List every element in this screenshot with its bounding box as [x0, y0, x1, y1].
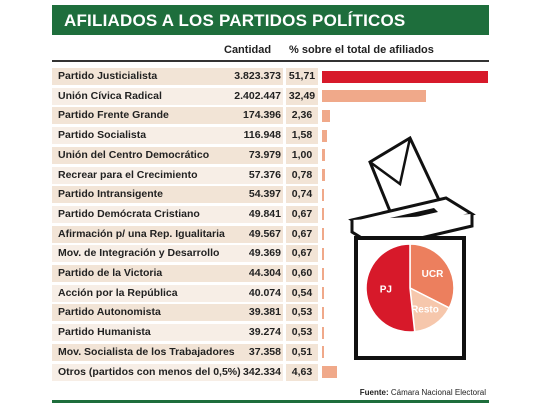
pie-label: Resto	[411, 305, 439, 316]
percent-value: 0,53	[286, 304, 318, 322]
percent-value: 1,58	[286, 127, 318, 145]
pie-slice	[365, 243, 416, 333]
party-name: Partido de la Victoria	[58, 267, 163, 279]
party-name: Partido Humanista	[58, 326, 151, 339]
quantity-value: 2.402.447	[234, 89, 281, 102]
pie-chart: UCR Resto PJ	[365, 243, 455, 333]
bar	[322, 346, 324, 359]
table-row	[52, 343, 283, 361]
table-row	[52, 265, 283, 282]
party-name: Partido Justicialista	[58, 70, 158, 82]
percent-header: % sobre el total de afiliados	[289, 44, 434, 56]
percent-value: 0,54	[286, 284, 318, 302]
party-name: Partido Frente Grande	[58, 109, 169, 122]
bar	[322, 366, 337, 378]
table-row	[52, 186, 283, 204]
party-name: Mov. Socialista de los Trabajadores	[58, 345, 235, 358]
bar	[322, 326, 324, 339]
party-name: Afirmación p/ una Rep. Igualitaria	[58, 227, 225, 240]
percent-value: 0,67	[286, 205, 318, 223]
quantity-value: 73.979	[248, 148, 281, 161]
quantity-value: 44.304	[248, 267, 281, 279]
table-row	[52, 304, 283, 322]
percent-value: 2,36	[286, 107, 318, 125]
table-row	[52, 166, 283, 184]
quantity-value: 40.074	[248, 286, 281, 299]
table-row	[52, 324, 283, 342]
bar	[322, 247, 325, 260]
pie-slice	[409, 243, 455, 309]
table-row	[52, 68, 283, 85]
quantity-value: 116.948	[243, 129, 281, 142]
percent-value: 4,63	[286, 363, 318, 381]
bar	[322, 267, 324, 280]
footer-line	[52, 400, 489, 403]
percent-value: 0,67	[286, 225, 318, 243]
bar	[322, 70, 488, 83]
percent-value: 0,74	[286, 186, 318, 204]
table-row	[52, 87, 283, 105]
percent-value: 1,00	[286, 146, 318, 164]
table-row	[52, 284, 283, 302]
bar	[322, 228, 325, 241]
party-name: Partido Autonomista	[58, 306, 161, 319]
percent-value: 0,60	[286, 265, 318, 282]
party-name: Mov. de Integración y Desarrollo	[58, 247, 220, 260]
table-row	[52, 127, 283, 145]
quantity-value: 37.358	[248, 345, 281, 358]
percent-value: 51,71	[286, 68, 318, 85]
title-bar: AFILIADOS A LOS PARTIDOS POLÍTICOS	[52, 5, 489, 35]
bar	[322, 129, 328, 142]
party-name: Acción por la República	[58, 286, 178, 299]
party-name: Unión del Centro Democrático	[58, 148, 210, 161]
quantity-value: 39.381	[248, 306, 281, 319]
party-name: Partido Intransigente	[58, 188, 164, 201]
pie-label: PJ	[380, 284, 392, 295]
source-label: Fuente:	[359, 388, 389, 397]
bar	[322, 149, 326, 162]
percent-value: 0,51	[286, 343, 318, 361]
table-row	[52, 205, 283, 223]
quantity-value: 49.567	[248, 227, 281, 240]
header-divider	[52, 60, 489, 62]
quantity-value: 57.376	[248, 168, 281, 181]
quantity-value: 342.334	[243, 365, 281, 378]
party-name: Unión Cívica Radical	[58, 89, 162, 102]
quantity-value: 39.274	[248, 326, 281, 339]
percent-value: 0,78	[286, 166, 318, 184]
table-row	[52, 245, 283, 263]
bar	[322, 306, 324, 319]
bar	[322, 188, 325, 201]
quantity-value: 54.397	[248, 188, 281, 201]
percent-value: 0,67	[286, 245, 318, 263]
party-name: Otros (partidos con menos del 0,5%)	[58, 365, 241, 378]
pie-label: UCR	[422, 269, 444, 280]
source-note: Fuente: Cámara Nacional Electoral	[360, 388, 486, 397]
percent-value: 0,53	[286, 324, 318, 342]
ballot-box-illustration: UCR Resto PJ	[348, 135, 476, 360]
quantity-header: Cantidad	[224, 44, 272, 56]
party-name: Partido Demócrata Cristiano	[58, 207, 200, 220]
table-row	[52, 363, 283, 381]
party-name: Recrear para el Crecimiento	[58, 168, 198, 181]
party-name: Partido Socialista	[58, 129, 147, 142]
quantity-value: 174.396	[243, 109, 281, 122]
bar	[322, 90, 427, 103]
quantity-value: 49.369	[248, 247, 281, 260]
table-row	[52, 107, 283, 125]
percent-value: 32,49	[286, 87, 318, 105]
quantity-value: 49.841	[248, 207, 281, 220]
bar	[322, 109, 330, 122]
table-row	[52, 225, 283, 243]
bar	[322, 208, 325, 221]
table-row	[52, 146, 283, 164]
bar	[322, 287, 324, 300]
source-text: Cámara Nacional Electoral	[390, 388, 486, 397]
quantity-value: 3.823.373	[234, 70, 281, 82]
chart-title: AFILIADOS A LOS PARTIDOS POLÍTICOS	[64, 11, 406, 30]
bar	[322, 169, 325, 181]
